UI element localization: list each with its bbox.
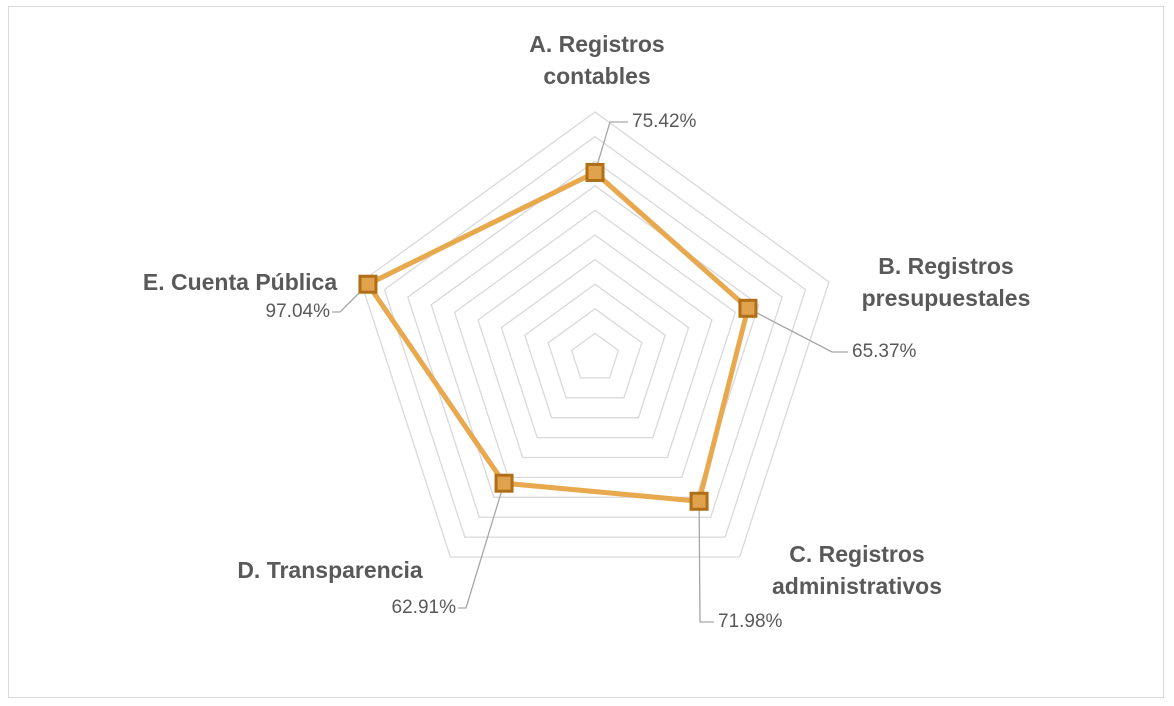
data-label: 62.91% — [392, 597, 457, 618]
axis-label: D. Transparencia — [237, 557, 423, 583]
axis-label: A. Registros contables — [529, 31, 665, 89]
grid-ring — [453, 209, 737, 479]
leader-line — [747, 307, 848, 353]
axis-label: B. Registros presupuestales — [861, 253, 1031, 311]
chart-frame — [8, 6, 1164, 698]
data-label: 71.98% — [718, 611, 783, 632]
leader-line — [458, 483, 505, 609]
grid-ring — [570, 332, 620, 379]
marker — [738, 298, 758, 318]
grid-ring — [407, 160, 783, 518]
marker — [585, 162, 605, 182]
grid-ring — [360, 111, 830, 558]
data-label: 75.42% — [632, 111, 697, 132]
grid-ring — [524, 283, 666, 419]
marker — [689, 491, 709, 511]
grid-ring — [430, 184, 760, 498]
data-label: 97.04% — [266, 301, 331, 322]
axis-label: E. Cuenta Pública — [142, 269, 338, 295]
data-label: 65.37% — [852, 341, 917, 362]
leader-line — [698, 501, 714, 623]
grid-ring — [547, 307, 643, 399]
grid-ring — [477, 234, 713, 459]
marker — [358, 274, 378, 294]
marker — [494, 473, 514, 493]
leader-line — [594, 121, 628, 173]
axis-label: C. Registros administrativos — [772, 541, 942, 599]
grid-ring — [500, 258, 690, 439]
grid-ring — [383, 135, 807, 538]
radar-line — [365, 169, 751, 504]
